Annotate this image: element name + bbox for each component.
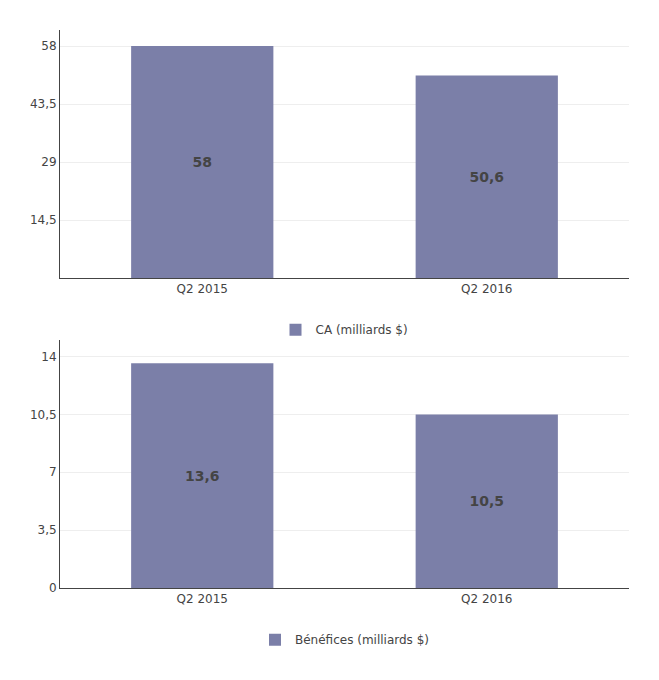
svg-text:Q2 2015: Q2 2015 bbox=[177, 592, 228, 606]
svg-text:58: 58 bbox=[41, 39, 56, 53]
svg-text:10,5: 10,5 bbox=[30, 408, 57, 422]
svg-text:Q2 2016: Q2 2016 bbox=[461, 592, 512, 606]
svg-text:43,5: 43,5 bbox=[30, 97, 57, 111]
svg-text:Q2 2015: Q2 2015 bbox=[177, 282, 228, 296]
svg-text:10,5: 10,5 bbox=[469, 493, 504, 509]
svg-text:14,5: 14,5 bbox=[30, 213, 57, 227]
svg-text:14: 14 bbox=[41, 350, 56, 364]
svg-text:50,6: 50,6 bbox=[469, 169, 504, 185]
svg-text:CA (milliards $): CA (milliards $) bbox=[316, 323, 408, 337]
svg-text:13,6: 13,6 bbox=[185, 468, 220, 484]
svg-text:0: 0 bbox=[49, 581, 57, 595]
svg-text:29: 29 bbox=[41, 155, 56, 169]
svg-text:7: 7 bbox=[49, 465, 57, 479]
svg-text:Q2 2016: Q2 2016 bbox=[461, 282, 512, 296]
svg-text:Bénéfices (milliards $): Bénéfices (milliards $) bbox=[295, 633, 429, 647]
svg-text:3,5: 3,5 bbox=[38, 523, 57, 537]
svg-text:58: 58 bbox=[193, 154, 212, 170]
